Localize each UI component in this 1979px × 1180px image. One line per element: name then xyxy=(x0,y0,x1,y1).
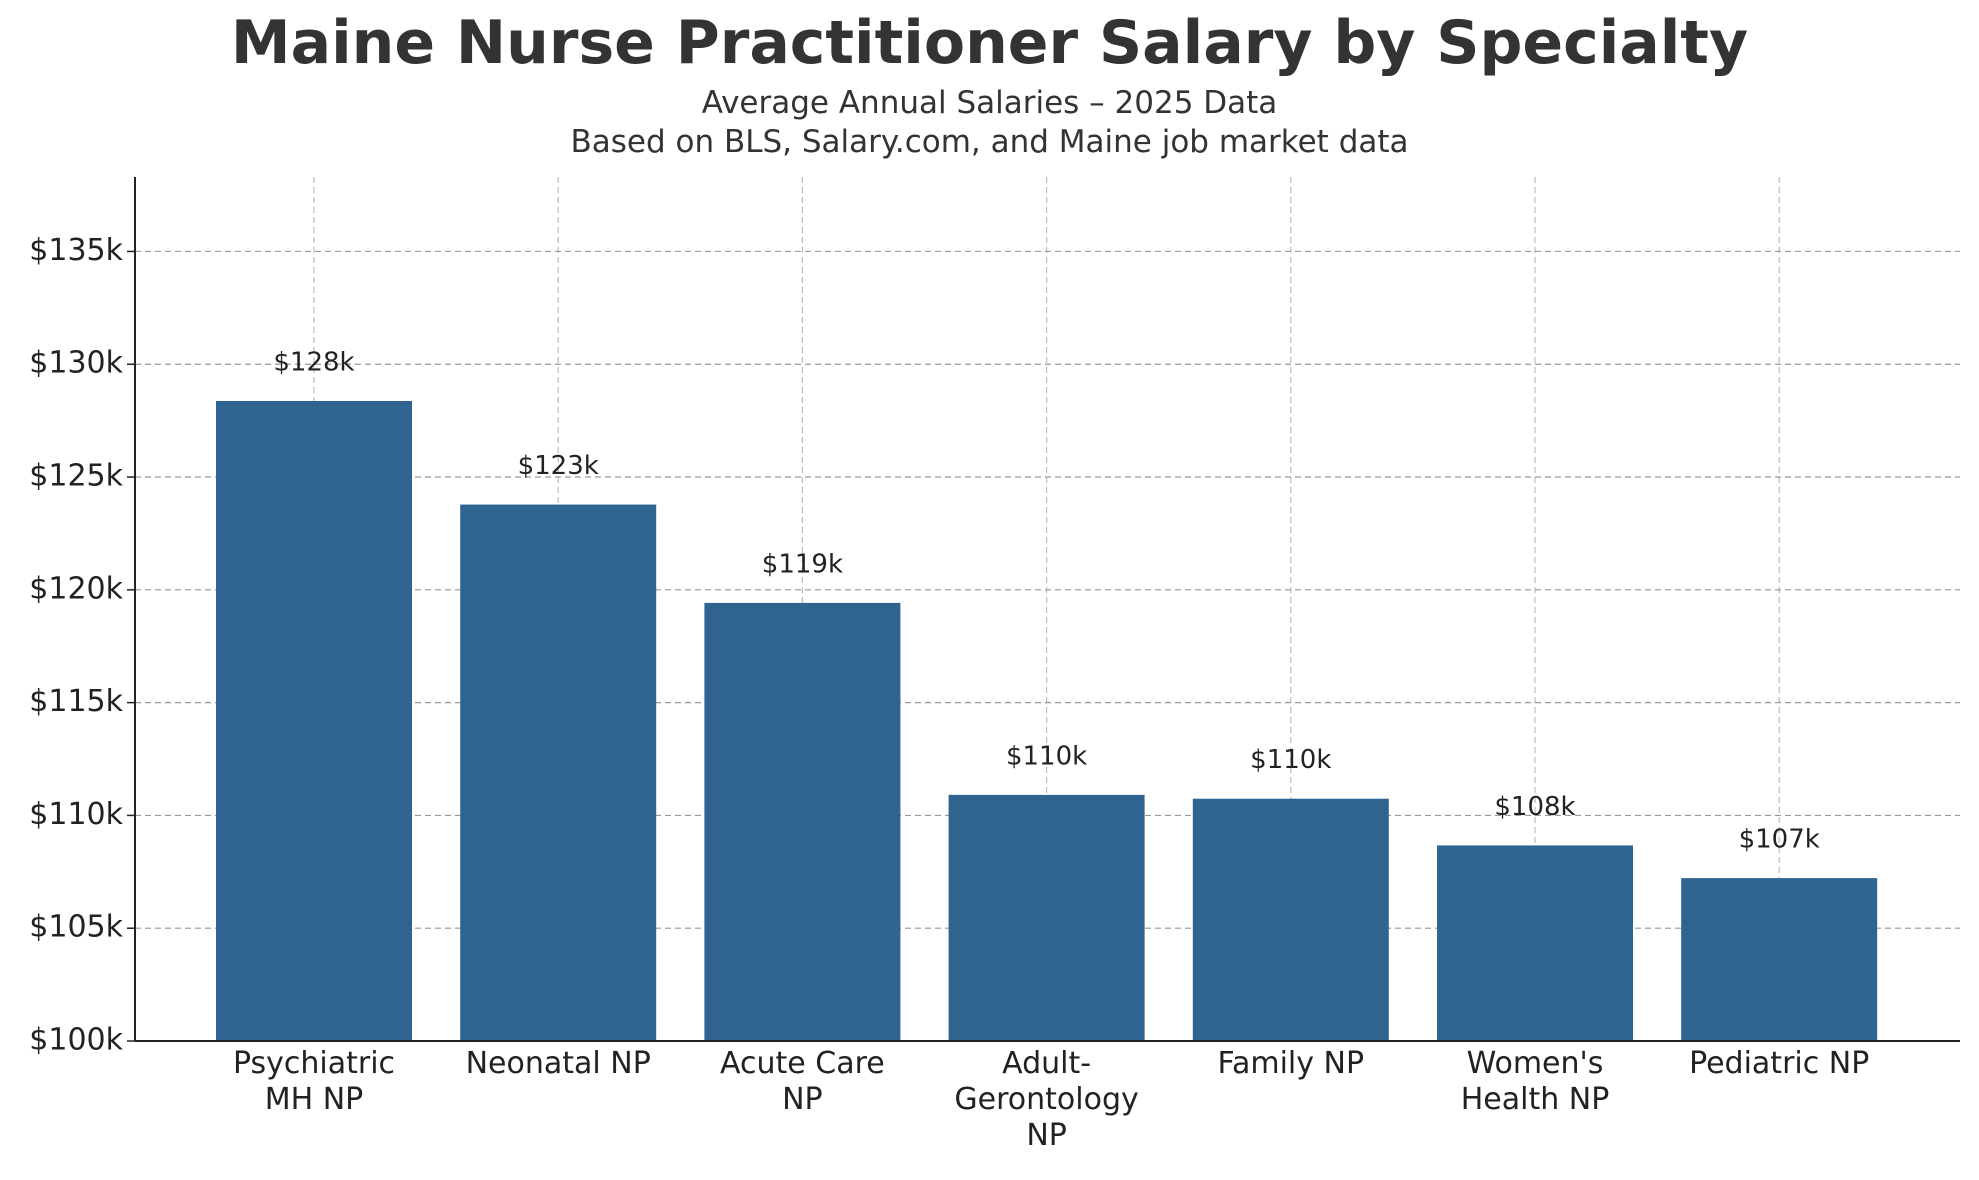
bar xyxy=(216,401,412,1041)
y-tick-label: $115k xyxy=(29,684,123,719)
x-tick-label: Acute Care NP xyxy=(720,1046,885,1117)
bar xyxy=(1437,845,1633,1041)
y-tick-label: $135k xyxy=(29,233,123,268)
x-tick-label: Pediatric NP xyxy=(1689,1046,1870,1081)
value-label: $123k xyxy=(518,451,599,481)
x-tick-label: Women's Health NP xyxy=(1460,1046,1610,1117)
x-tick-label: Family NP xyxy=(1217,1046,1365,1081)
y-tick-label: $120k xyxy=(29,571,123,606)
value-label: $108k xyxy=(1494,792,1575,822)
y-tick-label: $130k xyxy=(29,346,123,381)
value-label: $119k xyxy=(762,549,843,579)
chart-title: Maine Nurse Practitioner Salary by Speci… xyxy=(230,8,1749,78)
x-tick-label: Adult- Gerontology NP xyxy=(954,1046,1139,1153)
bar xyxy=(948,794,1145,1041)
bar xyxy=(1192,798,1389,1041)
bar xyxy=(1681,878,1878,1041)
value-label: $110k xyxy=(1006,741,1087,771)
y-tick-label: $105k xyxy=(29,910,123,945)
x-tick-label: Neonatal NP xyxy=(465,1046,651,1081)
y-tick-label: $125k xyxy=(29,459,123,494)
y-tick-label: $100k xyxy=(29,1023,123,1058)
value-label: $107k xyxy=(1739,825,1820,855)
bar xyxy=(460,504,657,1042)
value-label: $128k xyxy=(273,348,354,378)
x-tick-label: Psychiatric MH NP xyxy=(232,1046,396,1117)
chart-subtitle: Average Annual Salaries – 2025 Data Base… xyxy=(570,85,1409,160)
bar xyxy=(704,602,901,1041)
y-tick-label: $110k xyxy=(29,797,123,832)
value-label: $110k xyxy=(1250,745,1331,775)
